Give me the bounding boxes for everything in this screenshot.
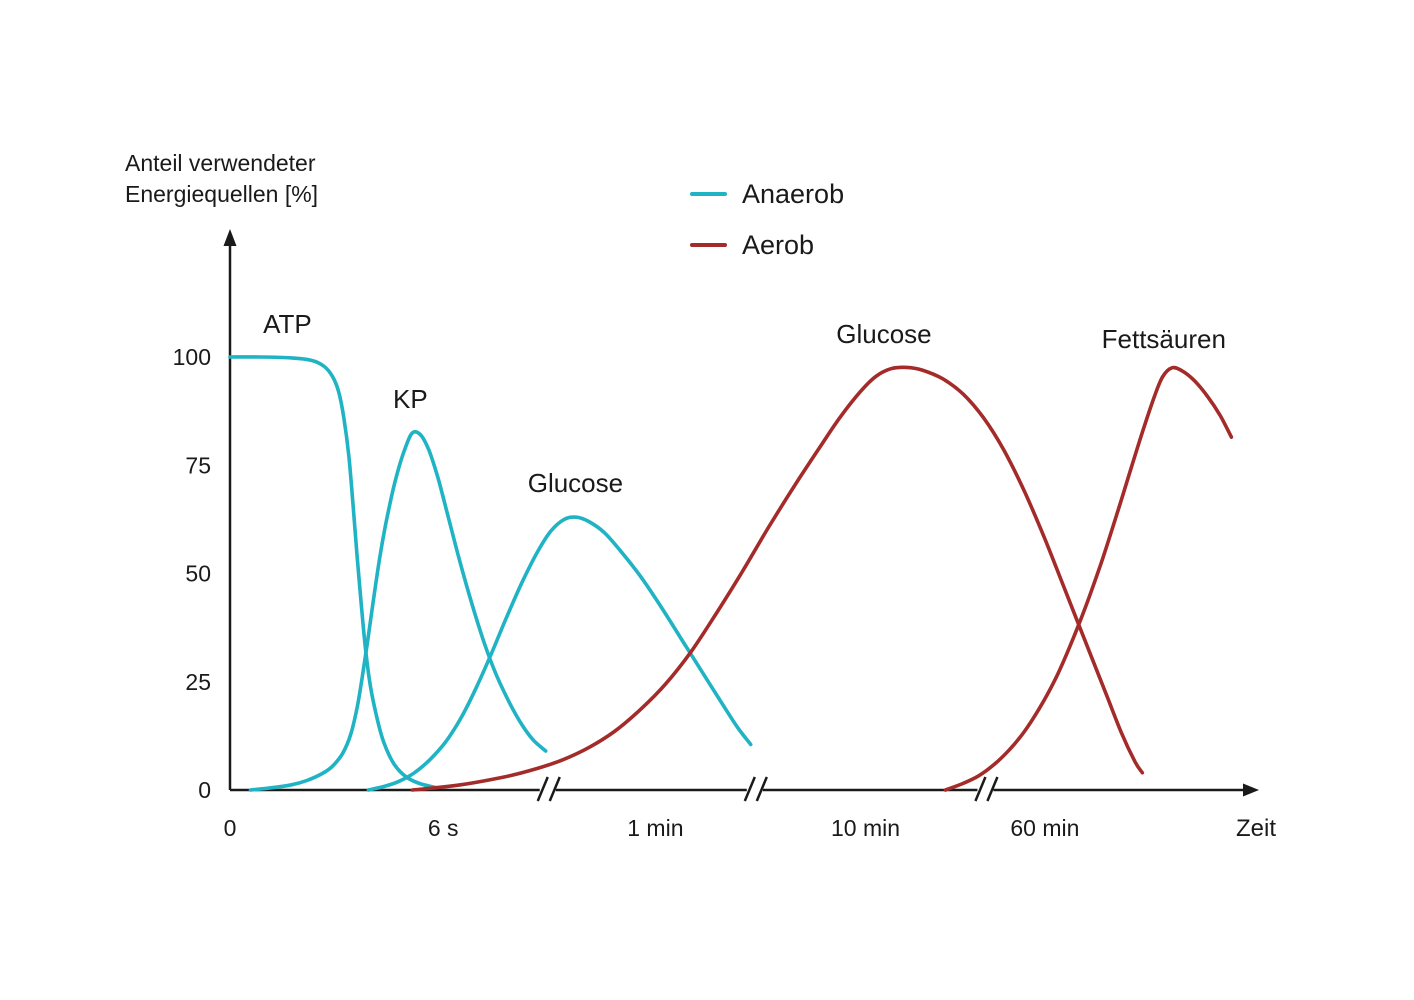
curve-label-atp: ATP [263,309,312,339]
axis-break-slash [986,776,999,802]
curve-atp [228,355,437,790]
legend-item-aerob: Aerob [690,230,844,260]
legend-item-anaerob: Anaerob [690,179,844,209]
x-tick-label: 10 min [831,815,900,841]
curve-fettsäuren [943,365,1234,792]
y-tick-label: 25 [185,669,211,695]
legend-label-aerob: Aerob [742,230,815,260]
x-tick-label: 0 [224,815,237,841]
axis-break-slash [548,776,561,802]
curve-glucose-anaerob [366,515,753,792]
legend-label-anaerob: Anaerob [742,179,845,209]
y-axis-title-line2: Energiequellen [%] [125,181,319,207]
x-axis-arrow [1243,783,1259,797]
axis-tick-labels: 0 25 50 75 100 0 6 s 1 min 10 min 60 min Zeit [173,344,1277,842]
x-axis-end-label: Zeit [1236,815,1276,842]
axes [223,229,1259,802]
y-tick-label: 0 [198,777,211,803]
curve-label-kp: KP [393,384,428,414]
axis-break-slash [974,776,987,802]
x-tick-label: 60 min [1010,815,1079,841]
curve-kp [248,429,548,792]
axis-break-slash [743,776,756,802]
legend: Anaerob Aerob [690,179,844,260]
y-axis-arrow [223,229,237,246]
axis-break-slash [755,776,768,802]
anaerob-line-swatch [690,192,727,196]
curve-label-glucose-aerob: Glucose [836,319,931,349]
axis-break-slash [536,776,549,802]
curve-label-glucose-anaerob: Glucose [528,468,623,498]
y-tick-label: 100 [173,344,211,370]
curve-label-fettsäuren: Fettsäuren [1102,324,1226,354]
y-tick-label: 50 [185,561,211,587]
y-axis-title-line1: Anteil verwendeter [125,150,316,176]
y-axis-title: Anteil verwendeter Energiequellen [%] [125,148,318,210]
x-tick-label: 6 s [428,815,459,841]
curve-glucose-aerob [410,365,1145,792]
aerob-line-swatch [690,243,727,247]
y-tick-label: 75 [185,452,211,478]
x-tick-label: 1 min [627,815,683,841]
